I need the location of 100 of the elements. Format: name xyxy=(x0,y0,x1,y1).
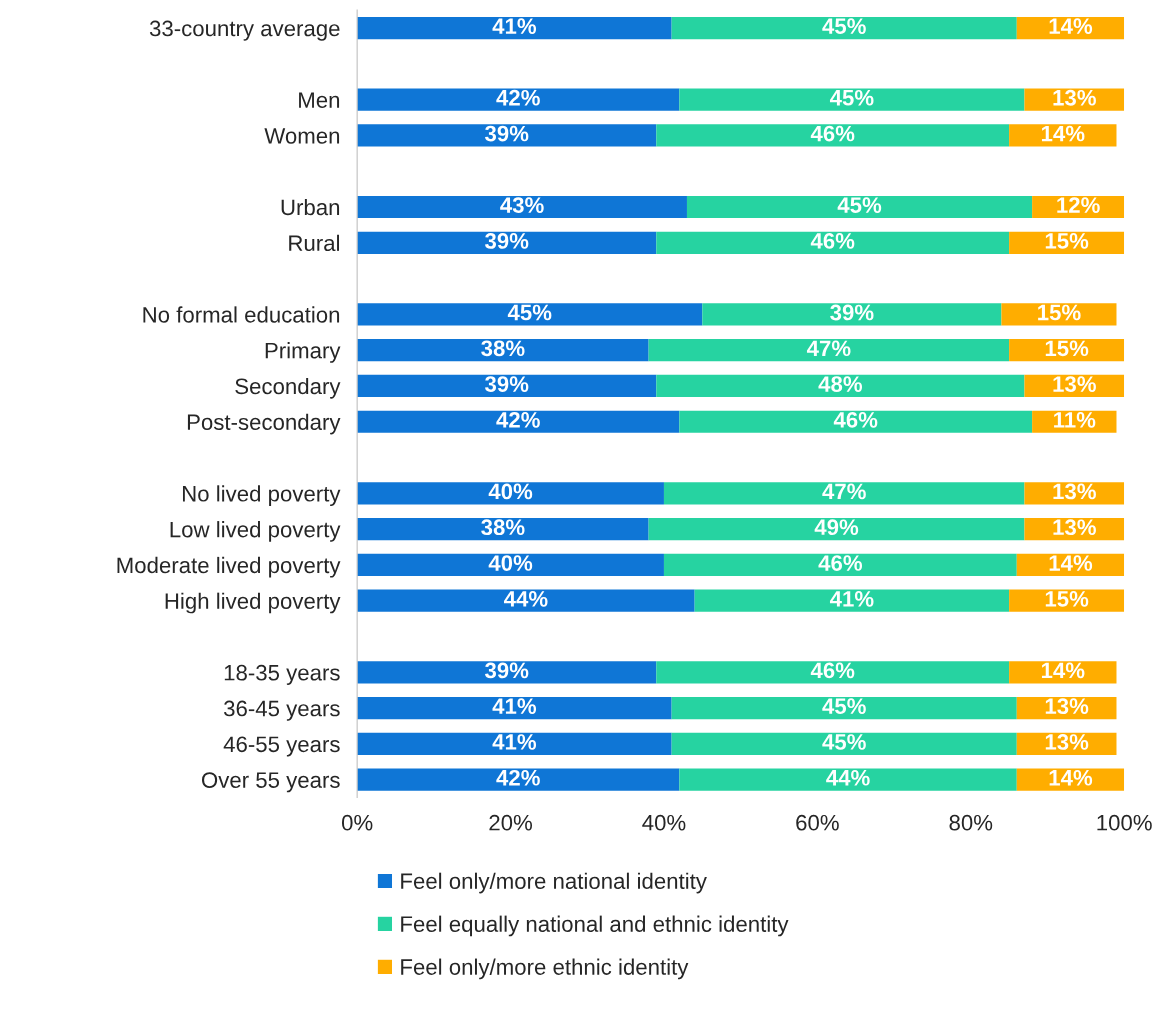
data-label: 46% xyxy=(810,233,855,249)
data-label: 41% xyxy=(829,590,874,607)
bar xyxy=(671,732,1017,755)
bar xyxy=(671,16,1017,40)
data-label: 38% xyxy=(481,519,525,536)
x-tick-label: 40% xyxy=(642,814,686,831)
y-tick-label: Primary xyxy=(265,342,341,363)
bar xyxy=(357,553,664,577)
data-label: 45% xyxy=(507,304,552,321)
bar xyxy=(648,339,1010,362)
data-label: 42% xyxy=(496,411,540,428)
data-label: 44% xyxy=(826,769,870,786)
data-label: 46% xyxy=(818,555,863,571)
data-label: 45% xyxy=(829,89,874,106)
data-label: 15% xyxy=(1045,233,1089,249)
data-label: 42% xyxy=(496,769,540,786)
data-label: 47% xyxy=(822,483,866,500)
y-tick-label: Women xyxy=(264,128,340,144)
bar xyxy=(663,482,1025,505)
bar xyxy=(357,16,672,40)
data-label: 14% xyxy=(1049,18,1093,34)
data-label: 15% xyxy=(1045,340,1089,357)
bar xyxy=(357,339,649,362)
bar xyxy=(357,231,657,254)
x-tick-label: 100% xyxy=(1097,814,1152,831)
data-label: 14% xyxy=(1041,125,1085,142)
y-tick-label: Secondary xyxy=(235,377,341,399)
data-label: 41% xyxy=(492,734,537,750)
data-label: 45% xyxy=(822,734,866,750)
data-label: 13% xyxy=(1053,519,1096,536)
data-label: 40% xyxy=(488,555,533,571)
bar xyxy=(357,410,680,433)
bar xyxy=(679,768,1017,791)
data-label: 39% xyxy=(830,304,874,321)
bar xyxy=(357,374,657,398)
data-label: 12% xyxy=(1057,197,1100,213)
data-label: 15% xyxy=(1038,304,1081,321)
data-label: 39% xyxy=(484,376,529,392)
bar xyxy=(663,553,1017,577)
bar xyxy=(702,303,1002,326)
data-label: 48% xyxy=(818,376,863,392)
y-tick-label: 18-35 years xyxy=(224,664,340,685)
data-label: 14% xyxy=(1041,662,1085,679)
data-label: 40% xyxy=(488,483,533,500)
data-label: 46% xyxy=(810,662,855,679)
data-label: 41% xyxy=(492,18,537,34)
y-tick-label: Post-secondary xyxy=(187,413,341,435)
bar xyxy=(656,374,1025,398)
bar xyxy=(1009,124,1117,147)
bar xyxy=(656,124,1010,147)
data-label: 39% xyxy=(484,233,529,249)
data-label: 45% xyxy=(837,197,882,213)
y-tick-label: Over 55 years xyxy=(201,772,340,793)
bar xyxy=(357,195,687,219)
data-label: 41% xyxy=(492,698,537,714)
bar xyxy=(694,589,1010,612)
x-tick-label: 0% xyxy=(341,814,373,831)
data-label: 13% xyxy=(1053,483,1096,500)
data-label: 15% xyxy=(1045,590,1089,607)
x-tick-label: 80% xyxy=(949,814,993,831)
legend-label: Feel only/more ethnic identity xyxy=(401,958,689,980)
data-label: 38% xyxy=(481,340,525,357)
data-label: 42% xyxy=(496,89,540,106)
bar xyxy=(648,518,1025,541)
y-tick-label: No formal education xyxy=(143,306,340,323)
bar xyxy=(686,195,1033,219)
bar xyxy=(357,696,672,720)
x-tick-label: 20% xyxy=(489,814,532,831)
data-label: 45% xyxy=(822,698,866,715)
bar xyxy=(357,124,657,147)
data-label: 45% xyxy=(822,18,866,35)
data-label: 14% xyxy=(1049,769,1093,786)
bar xyxy=(357,518,649,541)
data-label: 43% xyxy=(500,197,544,214)
y-tick-label: High lived poverty xyxy=(165,592,341,614)
data-label: 47% xyxy=(806,340,851,357)
data-label: 13% xyxy=(1053,376,1096,392)
legend-label: Feel only/more national identity xyxy=(401,872,707,894)
bar xyxy=(357,88,680,111)
y-tick-label: No lived poverty xyxy=(182,485,341,506)
data-label: 46% xyxy=(810,125,855,142)
data-label: 13% xyxy=(1045,734,1089,750)
y-tick-label: 36-45 years xyxy=(224,700,340,721)
data-label: 13% xyxy=(1053,89,1096,106)
data-label: 13% xyxy=(1045,698,1089,715)
data-label: 46% xyxy=(833,411,878,428)
bar xyxy=(671,696,1017,720)
data-label: 44% xyxy=(504,590,548,607)
bar xyxy=(656,231,1010,254)
data-label: 11% xyxy=(1054,412,1096,428)
bar xyxy=(357,768,680,791)
y-tick-label: Low lived poverty xyxy=(170,521,341,542)
y-tick-label: Urban xyxy=(281,198,340,216)
y-tick-label: Men xyxy=(299,92,340,108)
data-label: 39% xyxy=(484,125,529,142)
bar xyxy=(357,589,695,612)
data-label: 14% xyxy=(1049,555,1093,571)
y-tick-label: Rural xyxy=(289,234,340,252)
bar xyxy=(357,303,703,326)
y-tick-label: Moderate lived poverty xyxy=(117,556,341,578)
